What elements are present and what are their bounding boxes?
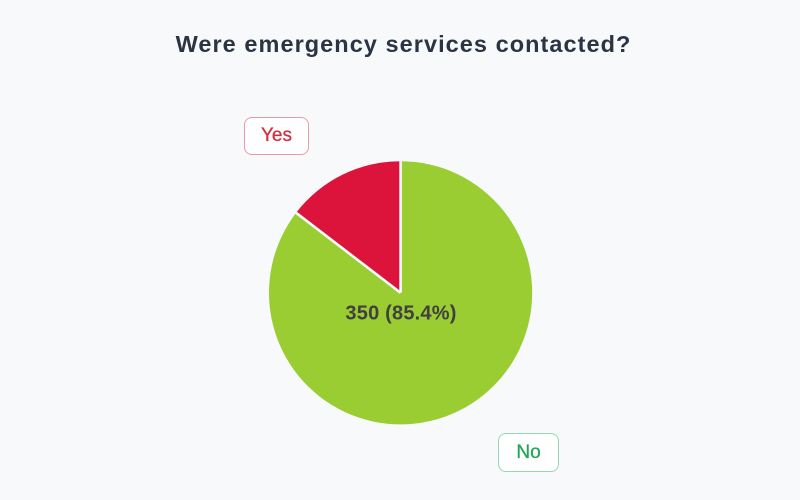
- svg-text:350 (85.4%): 350 (85.4%): [345, 303, 456, 325]
